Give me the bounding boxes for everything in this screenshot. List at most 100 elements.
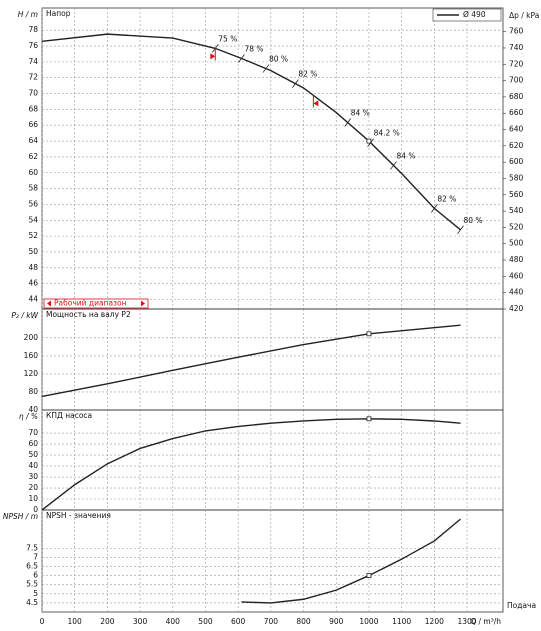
y-tick-label: 56 xyxy=(28,199,38,208)
y-tick-label: 48 xyxy=(28,263,38,272)
x-tick-label: 1000 xyxy=(359,617,378,626)
efficiency-tick xyxy=(292,79,299,88)
efficiency-label: 82 % xyxy=(298,70,317,79)
curve xyxy=(41,324,461,398)
panel-frame xyxy=(41,409,504,511)
curve xyxy=(41,33,461,231)
y-tick-label: 62 xyxy=(28,152,38,161)
y-tick-label: 46 xyxy=(28,279,38,288)
x-tick-label: 1100 xyxy=(392,617,411,626)
y2-axis-label: Δp / kPa xyxy=(509,11,539,20)
y2-tick-label: 460 xyxy=(509,271,524,280)
y-tick-label: 50 xyxy=(28,247,38,256)
range-box-arrow xyxy=(141,300,145,307)
x-axis-note: Подача xyxy=(507,601,536,610)
panel-title: Мощность на валу P2 xyxy=(46,310,131,319)
x-tick-label: 0 xyxy=(40,617,45,626)
y-tick-label: 60 xyxy=(28,439,38,448)
y-tick-label: 64 xyxy=(28,136,38,145)
y-tick-label: 40 xyxy=(28,405,38,414)
efficiency-label: 78 % xyxy=(244,44,263,53)
x-tick-label: 700 xyxy=(264,617,279,626)
panel-frame xyxy=(41,308,504,411)
efficiency-label: 80 % xyxy=(269,55,288,64)
x-tick-label: 1200 xyxy=(425,617,444,626)
y-tick-label: 7.5 xyxy=(26,543,38,552)
curve xyxy=(241,518,461,604)
y2-tick-label: 500 xyxy=(509,239,524,248)
x-axis-label: Q / m³/h xyxy=(470,617,501,626)
efficiency-tick xyxy=(367,138,374,147)
legend-label: Ø 490 xyxy=(463,10,486,19)
x-tick-label: 400 xyxy=(166,617,181,626)
y-tick-label: 7 xyxy=(33,552,38,561)
efficiency-tick xyxy=(344,118,352,127)
y2-tick-label: 720 xyxy=(509,59,524,68)
y-axis-label: P₂ / kW xyxy=(11,311,38,320)
y2-tick-label: 520 xyxy=(509,222,524,231)
efficiency-tick xyxy=(238,54,245,63)
panel-frame xyxy=(41,7,504,310)
x-tick-label: 500 xyxy=(198,617,213,626)
y2-tick-label: 660 xyxy=(509,108,524,117)
y-tick-label: 70 xyxy=(28,89,38,98)
range-arrow xyxy=(313,100,319,107)
y-tick-label: 200 xyxy=(24,333,39,342)
y-tick-label: 76 xyxy=(28,41,38,50)
efficiency-tick xyxy=(390,161,397,170)
y-tick-label: 68 xyxy=(28,104,38,113)
x-tick-label: 900 xyxy=(329,617,344,626)
panel-title: NPSH - значения xyxy=(46,511,111,520)
curve xyxy=(41,418,461,511)
operating-point xyxy=(366,331,372,337)
y-tick-label: 6.5 xyxy=(26,561,38,570)
y-axis-label: η / % xyxy=(19,412,38,421)
x-tick-label: 300 xyxy=(133,617,148,626)
panel-frame xyxy=(41,509,504,613)
efficiency-label: 82 % xyxy=(437,194,456,203)
y2-tick-label: 480 xyxy=(509,255,524,264)
efficiency-tick xyxy=(262,64,270,73)
y-tick-label: 4.5 xyxy=(26,598,38,607)
efficiency-tick xyxy=(431,204,438,213)
y-tick-label: 5 xyxy=(33,589,38,598)
efficiency-label: 75 % xyxy=(218,34,237,43)
y2-tick-label: 740 xyxy=(509,43,524,52)
efficiency-label: 80 % xyxy=(463,216,482,225)
y-tick-label: 10 xyxy=(28,494,38,503)
y-tick-label: 70 xyxy=(28,428,38,437)
y-tick-label: 44 xyxy=(28,294,38,303)
y2-tick-label: 600 xyxy=(509,157,524,166)
panel-title: КПД насоса xyxy=(46,411,92,420)
y2-tick-label: 580 xyxy=(509,173,524,182)
operating-point xyxy=(366,573,372,578)
y-tick-label: 52 xyxy=(28,231,38,240)
y2-tick-label: 440 xyxy=(509,288,524,297)
range-box-arrow xyxy=(47,300,51,307)
efficiency-label: 84 % xyxy=(396,151,415,160)
range-arrow xyxy=(210,53,216,60)
y-tick-label: 80 xyxy=(28,387,38,396)
y-tick-label: 40 xyxy=(28,461,38,470)
y-axis-label: H / m xyxy=(18,10,38,19)
y-tick-label: 78 xyxy=(28,25,38,34)
y-tick-label: 6 xyxy=(33,571,38,580)
operating-point xyxy=(366,416,372,422)
y-tick-label: 74 xyxy=(28,57,38,66)
y-tick-label: 20 xyxy=(28,483,38,492)
panel-title: Напор xyxy=(46,9,71,18)
x-tick-label: 800 xyxy=(296,617,311,626)
efficiency-label: 84.2 % xyxy=(374,129,400,138)
x-tick-label: 200 xyxy=(100,617,115,626)
y-tick-label: 5.5 xyxy=(26,580,38,589)
y-tick-label: 66 xyxy=(28,120,38,129)
y2-tick-label: 700 xyxy=(509,76,524,85)
y-tick-label: 72 xyxy=(28,73,38,82)
y2-tick-label: 620 xyxy=(509,141,524,150)
x-tick-label: 100 xyxy=(68,617,83,626)
y2-tick-label: 760 xyxy=(509,27,524,36)
y-tick-label: 30 xyxy=(28,472,38,481)
x-tick-label: 600 xyxy=(231,617,246,626)
y-tick-label: 50 xyxy=(28,450,38,459)
